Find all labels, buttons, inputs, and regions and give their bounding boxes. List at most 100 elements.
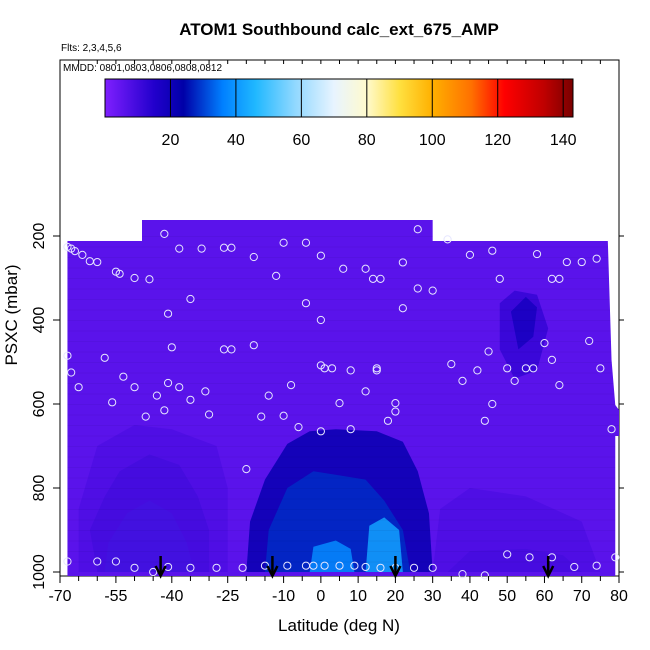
colorbar-tick-label: 80 (358, 132, 376, 149)
flight-arrows (154, 556, 555, 579)
field-band (67, 278, 619, 279)
sample-point (529, 364, 538, 373)
sample-point (480, 416, 489, 425)
sample-point (238, 563, 247, 572)
x-tick-label: 0 (316, 588, 325, 605)
flights-subtitle: Flts: 2,3,4,5,6 (61, 43, 122, 54)
sample-point (301, 299, 311, 308)
sample-point (100, 353, 109, 362)
sample-point (547, 355, 557, 364)
sample-point (484, 347, 493, 356)
sample-point (503, 550, 512, 559)
sample-point (163, 378, 173, 388)
x-tick-label: 60 (536, 588, 554, 605)
sample-point (488, 246, 497, 255)
sample-point (361, 562, 370, 572)
sample-point (74, 383, 83, 392)
sample-point (130, 563, 139, 572)
x-tick-label: 50 (498, 588, 516, 605)
sample-point (391, 407, 400, 416)
field-band (67, 320, 619, 321)
sample-point (361, 264, 370, 273)
sample-point (596, 364, 605, 373)
sample-point (249, 252, 258, 262)
sample-point (346, 425, 355, 434)
x-tick-label: 10 (349, 588, 367, 605)
sample-point (376, 563, 385, 572)
y-tick-label: 400 (31, 307, 48, 334)
sample-point (316, 315, 325, 325)
sample-point (488, 399, 497, 409)
sample-point (570, 562, 579, 572)
sample-point (149, 567, 158, 577)
sample-point (525, 553, 534, 562)
flight-arrow-head (266, 565, 279, 579)
sample-point (316, 427, 325, 436)
sample-point (309, 561, 318, 570)
sample-point (443, 235, 452, 244)
colorbar: 20 40 60 80 100 120 140 (104, 78, 577, 149)
flight-arrow-head (154, 565, 167, 579)
x-tick-label: -70 (48, 588, 71, 605)
sample-point (316, 251, 325, 260)
sample-point (294, 423, 303, 432)
sample-point (413, 284, 422, 293)
colorbar-tick-label: 100 (419, 132, 446, 149)
x-tick-label: -10 (272, 588, 295, 605)
field-band (67, 530, 619, 531)
sample-point (592, 254, 601, 263)
x-tick-label: 80 (610, 588, 628, 605)
field-band (67, 519, 619, 521)
sample-point (130, 383, 139, 392)
sample-point (175, 244, 184, 253)
colorbar-tick-label: 60 (292, 132, 310, 149)
sample-point (141, 412, 150, 421)
sample-point (361, 387, 370, 396)
field-band (67, 309, 619, 311)
x-tick-label: -55 (104, 588, 127, 605)
sample-point (279, 411, 288, 420)
colorbar-tick-label: 40 (227, 132, 245, 149)
sample-point (320, 561, 329, 570)
field-band (67, 341, 619, 342)
sample-point (227, 345, 236, 354)
field-band (67, 330, 619, 332)
sample-point (160, 406, 169, 415)
sample-point (152, 391, 161, 400)
field-band (67, 246, 619, 248)
field-region-faint-lowlevel-south (78, 425, 228, 572)
sample-point (160, 229, 169, 238)
field-band (67, 488, 619, 489)
x-tick-label: 30 (424, 588, 442, 605)
sample-point (283, 561, 292, 570)
y-tick-label: 600 (31, 391, 48, 418)
colorbar-tick-label: 140 (550, 132, 577, 149)
sample-point (301, 238, 311, 247)
field-band (67, 236, 619, 237)
sample-point (93, 257, 102, 267)
sample-point (204, 410, 214, 419)
sample-point (197, 244, 206, 253)
colorbar-rect (104, 78, 574, 118)
sample-point (272, 271, 281, 280)
field-band (67, 561, 619, 563)
x-tick-label: -25 (216, 588, 239, 605)
y-tick-label: 800 (31, 475, 48, 502)
sample-point (447, 360, 456, 369)
sample-point (372, 366, 381, 375)
sample-point (398, 304, 407, 313)
sample-point (163, 309, 173, 318)
field-band (67, 540, 619, 542)
sample-point (585, 336, 594, 346)
sample-point (63, 557, 72, 566)
sample-point (346, 366, 355, 375)
sample-point (480, 571, 489, 580)
sample-point (227, 243, 236, 252)
sample-point (350, 561, 359, 570)
field-band (67, 351, 619, 353)
x-tick-label: 40 (461, 588, 479, 605)
sample-point (495, 274, 504, 283)
field-band (67, 509, 619, 510)
heatmap-field (67, 220, 619, 576)
chart-title: ATOM1 Southbound calc_ext_675_AMP (179, 20, 499, 39)
